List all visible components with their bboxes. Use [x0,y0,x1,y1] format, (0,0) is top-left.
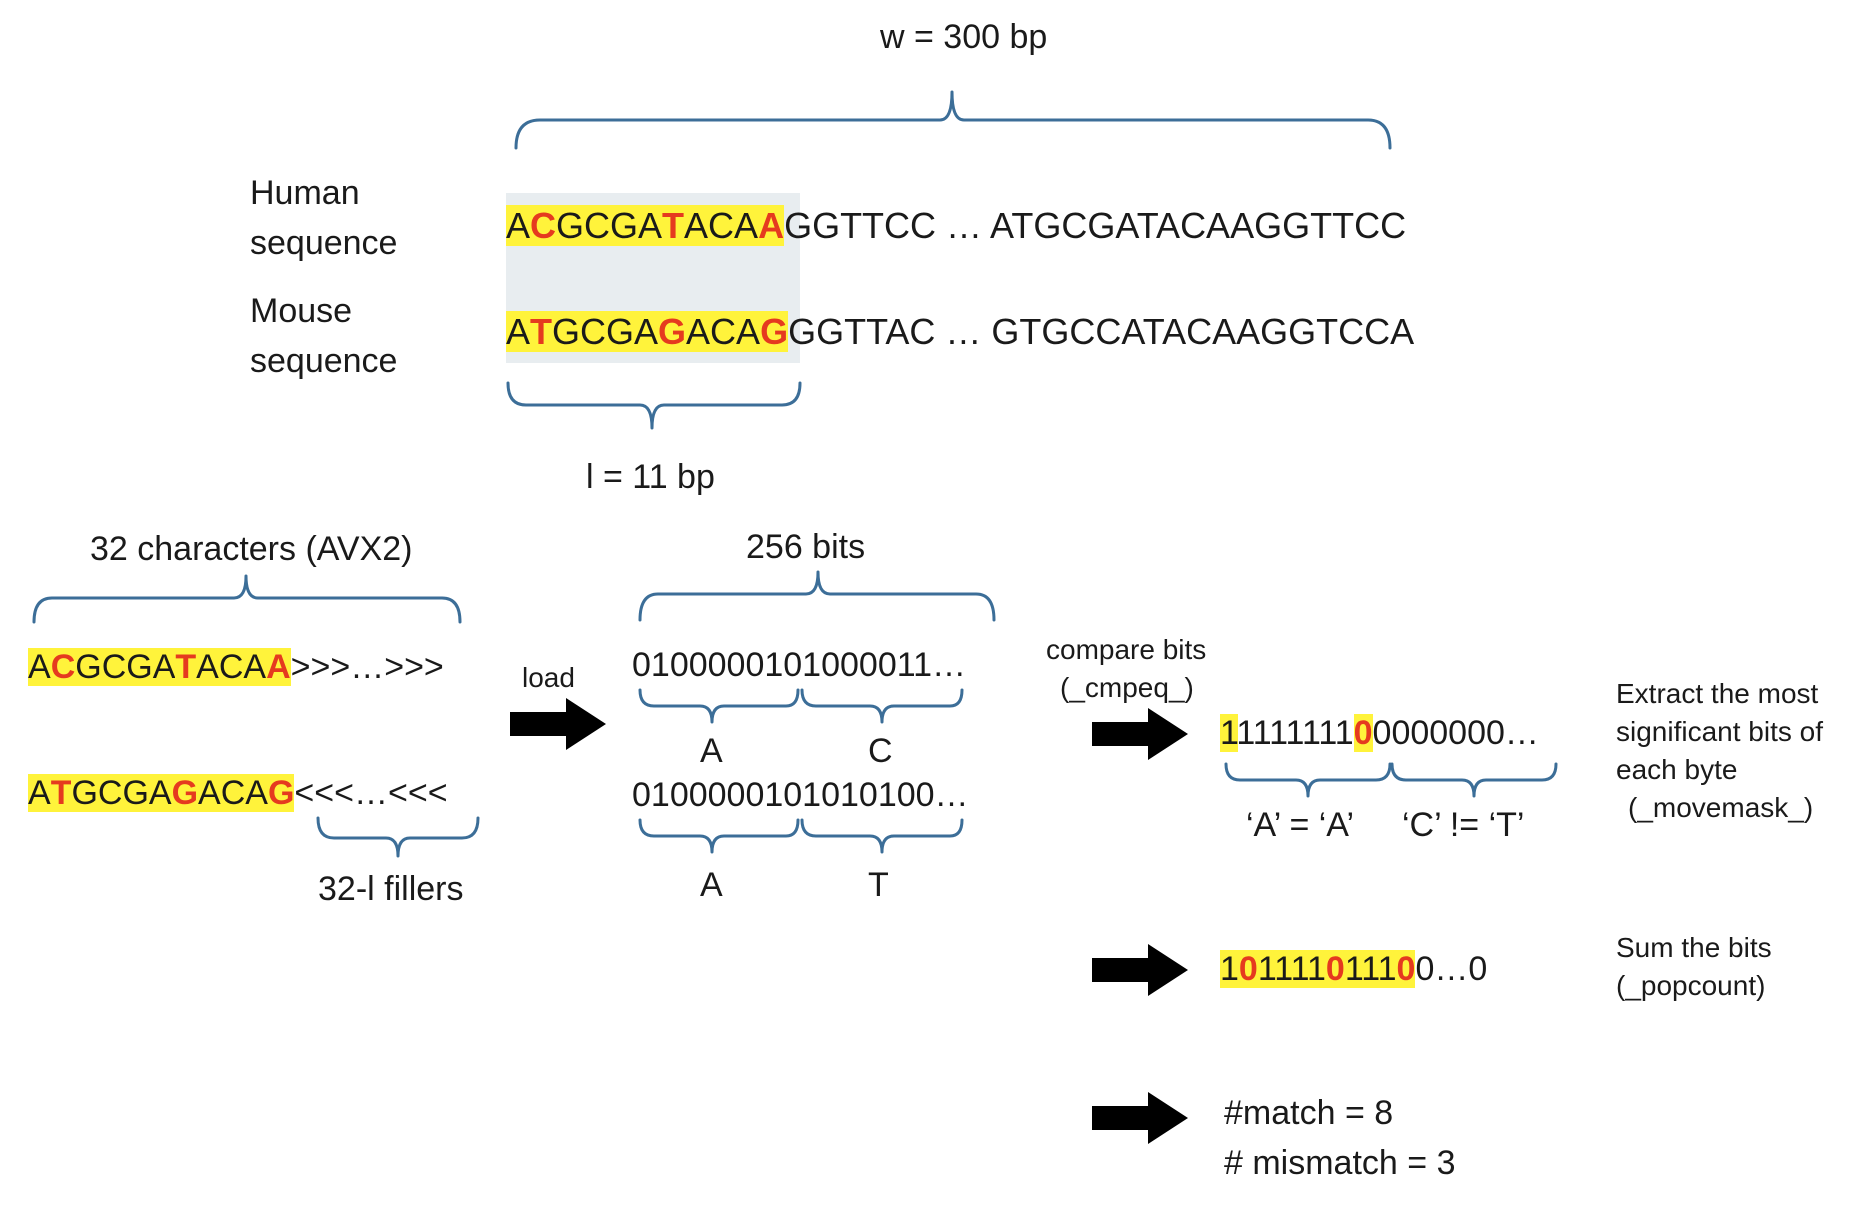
byte-brace-a1 [638,688,800,724]
window-label: w = 300 bp [880,18,1048,56]
movemask-label-line1: Extract the most [1616,678,1819,709]
sequence-segment: ACA [196,648,267,686]
left-sequence-1: ACGCGATACAA>>>…>>> [28,648,444,686]
sequence-segment: 0…0 [1415,950,1488,988]
mouse-label-line2: sequence [250,342,398,380]
movemask-label-line4: (_movemask_) [1628,792,1814,823]
sequence-segment: 1 [1220,714,1238,752]
compare-arrow [1092,708,1188,760]
sequence-segment: T [175,648,197,686]
bits-brace [638,570,996,622]
window-brace [514,90,1392,150]
neq-label: ‘C’ != ‘T’ [1402,806,1525,844]
bits-label: 256 bits [746,528,866,566]
sequence-segment: A [758,205,785,246]
sequence-segment: <<<…<<< [294,774,448,812]
human-sequence: ACGCGATACAAGGTTCC … ATGCGATACAAGGTTCC [506,205,1407,246]
sequence-segment: 0 [1325,950,1345,988]
sequence-segment: G [267,774,295,812]
sequence-segment: A [506,205,531,246]
mismatch-count: # mismatch = 3 [1224,1144,1456,1182]
compare-label-line1: compare bits [1046,634,1207,665]
sequence-segment: GGTTAC … GTGCCATACAAGGTCCA [788,311,1415,352]
sequence-segment: A [28,774,51,812]
byte-label-c1: C [868,732,893,770]
popcount-label-line1: Sum the bits [1616,932,1772,963]
byte-label-t2: T [868,866,889,904]
sequence-segment: GCGA [552,311,659,352]
sequence-segment: 0 [1238,950,1258,988]
byte-brace-t2 [800,818,964,854]
bits-row-1: 0100000101000011… [632,646,967,684]
sequence-segment: 1 [1220,950,1239,988]
sequence-segment: ACA [686,311,761,352]
sequence-segment: ACA [684,205,759,246]
sequence-segment: A [266,648,291,686]
popcount-arrow [1092,1092,1188,1144]
sequence-segment: T [50,774,72,812]
cmp-brace-eq [1224,762,1392,798]
sequence-segment: C [50,648,76,686]
human-label-line2: sequence [250,224,398,262]
eq-label: ‘A’ = ‘A’ [1246,806,1355,844]
sequence-segment: 0 [1396,950,1416,988]
sequence-segment: A [28,648,51,686]
popcount-label-line2: (_popcount) [1616,970,1766,1001]
sequence-segment: 111 [1344,950,1397,988]
sequence-segment: GCGA [75,648,176,686]
mask-result: 101111011100…0 [1220,950,1488,988]
load-label: load [522,662,575,693]
l-brace [506,381,802,430]
movemask-arrow [1092,944,1188,996]
left-sequence-2: ATGCGAGACAG<<<…<<< [28,774,448,812]
sequence-segment: G [760,311,789,352]
byte-label-a2: A [700,866,723,904]
compare-label-line2: (_cmpeq_) [1060,672,1194,703]
sequence-segment: G [171,774,199,812]
bits-row-2: 0100000101010100… [632,776,969,814]
sequence-segment: 1111 [1257,950,1326,988]
sequence-segment: 1111111 [1237,714,1354,752]
chars-label: 32 characters (AVX2) [90,530,413,568]
byte-brace-c1 [800,688,964,724]
sequence-segment: 0000000… [1372,714,1539,752]
match-count: #match = 8 [1224,1094,1394,1132]
sequence-segment: 0 [1353,714,1373,752]
chars-brace [32,574,462,624]
byte-label-a1: A [700,732,723,770]
sequence-segment: GCGA [71,774,172,812]
cmp-brace-neq [1390,762,1558,798]
byte-brace-a2 [638,818,800,854]
sequence-segment: GGTTCC … ATGCGATACAAGGTTCC [784,205,1407,246]
mouse-sequence: ATGCGAGACAGGGTTAC … GTGCCATACAAGGTCCA [506,311,1415,352]
cmp-result: 1111111100000000… [1220,714,1539,752]
load-arrow [510,698,606,750]
movemask-label-line3: each byte [1616,754,1738,785]
l-label: l = 11 bp [586,458,715,496]
movemask-label-line2: significant bits of [1616,716,1823,747]
human-label-line1: Human [250,174,360,212]
sequence-segment: >>>…>>> [290,648,444,686]
sequence-segment: T [662,205,685,246]
sequence-segment: GCGA [556,205,663,246]
fillers-label: 32-l fillers [318,870,464,908]
sequence-segment: G [658,311,687,352]
sequence-segment: C [530,205,557,246]
mouse-label-line1: Mouse [250,292,353,330]
sequence-segment: ACA [198,774,268,812]
sequence-segment: T [530,311,553,352]
fillers-brace [316,816,480,858]
sequence-segment: A [506,311,531,352]
